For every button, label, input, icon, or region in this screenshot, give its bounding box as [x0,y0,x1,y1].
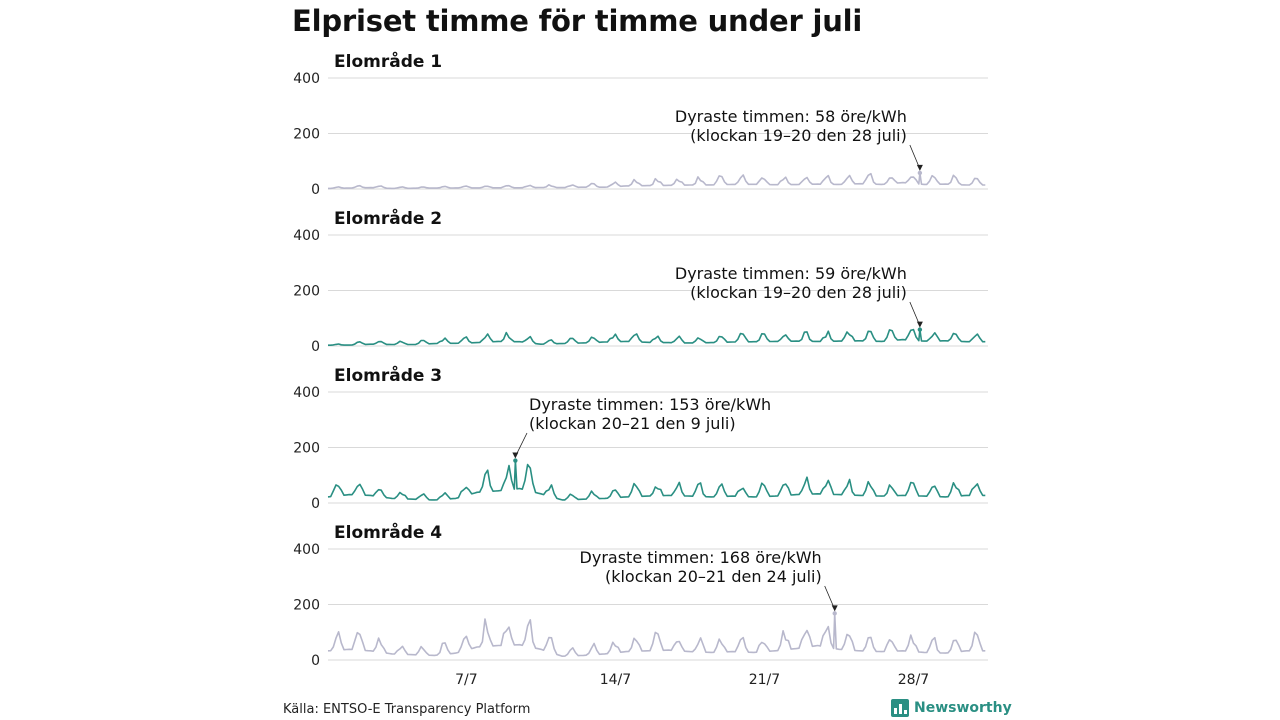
brand-logo[interactable]: Newsworthy [891,699,1012,717]
chart-title: Elpriset timme för timme under juli [292,4,863,38]
y-tick-label: 0 [311,182,320,198]
y-tick-label: 400 [293,228,320,244]
y-tick-label: 200 [293,598,320,614]
peak-annotation-line2: (klockan 19–20 den 28 juli) [690,126,907,145]
peak-annotation-line2: (klockan 20–21 den 24 juli) [605,567,822,586]
y-tick-label: 200 [293,284,320,300]
y-tick-label: 400 [293,385,320,401]
y-tick-label: 200 [293,127,320,143]
y-tick-label: 0 [311,653,320,669]
annotation-arrowhead [831,605,838,612]
peak-annotation-line1: Dyraste timmen: 168 öre/kWh [580,548,822,567]
peak-annotation-line1: Dyraste timmen: 58 öre/kWh [675,107,907,126]
panel-title: Elområde 2 [334,207,442,229]
series-line [328,172,986,190]
peak-annotation-line2: (klockan 19–20 den 28 juli) [690,283,907,302]
peak-point [832,611,837,616]
peak-annotation-line1: Dyraste timmen: 59 öre/kWh [675,264,907,283]
y-tick-label: 0 [311,496,320,512]
source-text: Källa: ENTSO-E Transparency Platform [283,702,531,717]
peak-point [917,170,923,176]
y-tick-label: 0 [311,339,320,355]
y-tick-label: 200 [293,441,320,457]
x-tick-label: 21/7 [749,672,780,688]
peak-annotation-line1: Dyraste timmen: 153 öre/kWh [529,395,771,414]
x-tick-label: 28/7 [898,672,929,688]
series-line [327,612,986,657]
panel-title: Elområde 4 [334,521,442,543]
peak-point [917,327,923,332]
brand-name: Newsworthy [914,700,1012,716]
x-tick-label: 14/7 [600,672,631,688]
annotation-arrowhead [512,452,519,459]
peak-annotation-line2: (klockan 20–21 den 9 juli) [529,414,736,433]
y-tick-label: 400 [293,71,320,87]
x-tick-label: 7/7 [455,672,478,688]
series-line [327,459,986,501]
panel-title: Elområde 3 [334,364,442,386]
series-line [328,328,986,346]
y-tick-label: 400 [293,542,320,558]
annotation-arrowhead [916,321,923,328]
panel-title: Elområde 1 [334,50,442,72]
annotation-arrowhead [916,164,923,171]
peak-point [513,458,518,463]
newsworthy-logo-icon [891,699,909,717]
